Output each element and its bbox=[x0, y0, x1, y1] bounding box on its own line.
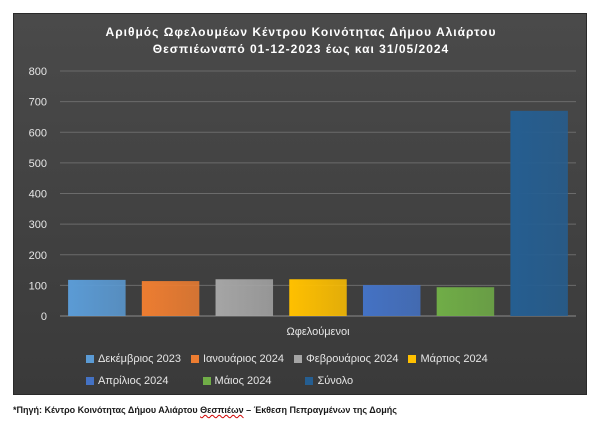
y-tick-label: 500 bbox=[29, 158, 47, 170]
y-tick-label: 600 bbox=[29, 127, 47, 139]
legend-swatch bbox=[86, 355, 94, 363]
legend-label: Σύνολο bbox=[317, 375, 354, 387]
y-tick-label: 700 bbox=[29, 97, 47, 109]
legend-swatch bbox=[190, 355, 199, 363]
chart-title-line-1: Αριθμός Ωφελουμέων Κέντρου Κοινότητας Δή… bbox=[105, 25, 497, 39]
legend-label: Φεβρουάριος 2024 bbox=[306, 353, 399, 365]
legend-row: Απρίλιος 2024 Μάιος 2024 Σύνολο bbox=[86, 370, 546, 392]
legend: Δεκέμβριος 2023 Ιανουάριος 2024 Φεβρουάριο… bbox=[86, 348, 546, 392]
legend-swatch bbox=[202, 377, 211, 385]
legend-label: Δεκέμβριος 2023 bbox=[98, 353, 181, 365]
legend-swatch bbox=[294, 355, 303, 363]
legend-swatch bbox=[408, 355, 417, 363]
legend-item: Φεβρουάριος 2024 bbox=[294, 353, 398, 365]
source-suffix: – Έκθεση Πεπραγμένων της Δομής bbox=[243, 405, 397, 415]
source-note: *Πηγή: Κέντρο Κοινότητας Δήμου Αλιάρτου … bbox=[13, 405, 397, 415]
legend-item: Ιανουάριος 2024 bbox=[190, 353, 285, 365]
plot-area: 0 100 200 300 400 500 600 700 800 Ωφελούμενοι bbox=[29, 66, 576, 338]
y-tick-label: 200 bbox=[29, 250, 47, 262]
legend-item: Δεκέμβριος 2023 bbox=[86, 353, 181, 365]
y-tick-label: 100 bbox=[29, 280, 47, 292]
y-tick-label: 0 bbox=[41, 311, 47, 323]
x-axis-label: Ωφελούμενοι bbox=[286, 326, 350, 338]
bar-7 bbox=[510, 110, 568, 316]
legend-label: Απρίλιος 2024 bbox=[98, 375, 169, 387]
y-tick-label: 300 bbox=[29, 219, 47, 231]
chart-title: Αριθμός Ωφελουμέων Κέντρου Κοινότητας Δή… bbox=[14, 24, 588, 58]
legend-label: Μάιος 2024 bbox=[214, 375, 272, 387]
legend-swatch bbox=[86, 377, 94, 385]
bar-3 bbox=[215, 279, 274, 316]
legend-item: Μάιος 2024 bbox=[202, 375, 272, 387]
bar-6 bbox=[436, 287, 495, 316]
source-underlined: Θεσπιέων bbox=[200, 405, 244, 415]
y-tick-label: 400 bbox=[29, 189, 47, 201]
chart-area: Αριθμός Ωφελουμέων Κέντρου Κοινότητας Δή… bbox=[13, 13, 587, 395]
legend-item: Σύνολο bbox=[305, 375, 353, 387]
legend-swatch bbox=[305, 377, 314, 385]
bar-5 bbox=[362, 285, 421, 316]
bar-1 bbox=[68, 279, 126, 316]
legend-label: Μάρτιος 2024 bbox=[420, 353, 488, 365]
legend-label: Ιανουάριος 2024 bbox=[202, 353, 285, 365]
source-prefix: *Πηγή: Κέντρο Κοινότητας Δήμου Αλιάρτου bbox=[13, 405, 201, 415]
bar-4 bbox=[289, 279, 347, 316]
chart-title-line-2: Θεσπιέωναπό 01-12-2023 έως και 31/05/202… bbox=[152, 42, 450, 56]
legend-item: Μάρτιος 2024 bbox=[408, 353, 488, 365]
legend-row: Δεκέμβριος 2023 Ιανουάριος 2024 Φεβρουάριο… bbox=[86, 348, 546, 370]
y-tick-label: 800 bbox=[29, 66, 47, 78]
legend-item: Απρίλιος 2024 bbox=[86, 375, 169, 387]
bar-2 bbox=[141, 281, 200, 316]
